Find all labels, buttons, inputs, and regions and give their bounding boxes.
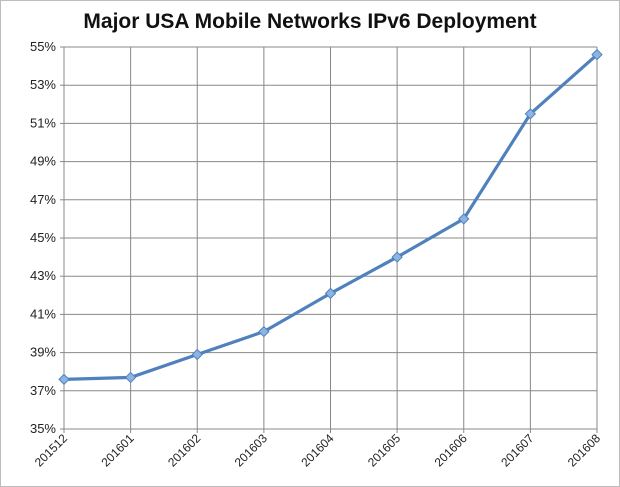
data-point bbox=[524, 108, 537, 120]
y-tick-label: 41% bbox=[30, 306, 56, 321]
y-tick-labels: 35% 37% 39% 41% 43% 45% 47% 49% 51% 53% 55% bbox=[30, 39, 56, 436]
x-tick-label: 201608 bbox=[565, 431, 603, 469]
data-point bbox=[191, 348, 203, 361]
series-group bbox=[58, 48, 603, 386]
x-tick-label: 201607 bbox=[498, 431, 536, 469]
x-tick-label: 201603 bbox=[232, 431, 270, 469]
y-tick-label: 37% bbox=[30, 383, 56, 398]
chart-title: Major USA Mobile Networks IPv6 Deploymen… bbox=[83, 10, 537, 33]
y-tick-label: 35% bbox=[30, 421, 56, 436]
y-tick-label: 43% bbox=[30, 268, 56, 283]
data-point bbox=[258, 325, 270, 338]
y-tick-label: 55% bbox=[30, 39, 56, 54]
data-point bbox=[58, 373, 70, 386]
y-tick-label: 39% bbox=[30, 345, 56, 360]
data-point bbox=[124, 371, 137, 384]
grid-lines bbox=[64, 46, 598, 429]
x-tick-label: 201512 bbox=[32, 431, 70, 469]
data-point bbox=[391, 251, 403, 263]
y-tick-label: 49% bbox=[30, 154, 56, 169]
data-point bbox=[591, 48, 603, 61]
y-tick-label: 45% bbox=[30, 230, 56, 245]
y-tick-label: 51% bbox=[30, 115, 56, 130]
x-tick-label: 201601 bbox=[99, 431, 137, 469]
y-tick-label: 53% bbox=[30, 77, 56, 92]
data-point bbox=[324, 287, 337, 300]
y-tick-label: 47% bbox=[30, 192, 56, 207]
x-tick-label: 201605 bbox=[365, 431, 403, 469]
x-tick-label: 201604 bbox=[298, 431, 336, 469]
data-point bbox=[458, 213, 470, 225]
x-tick-label: 201602 bbox=[165, 431, 203, 469]
x-tick-label: 201606 bbox=[432, 431, 470, 469]
axes bbox=[60, 46, 598, 433]
x-tick-labels: 201512 201601 201602 201603 201604 201605 2016… bbox=[32, 431, 603, 469]
